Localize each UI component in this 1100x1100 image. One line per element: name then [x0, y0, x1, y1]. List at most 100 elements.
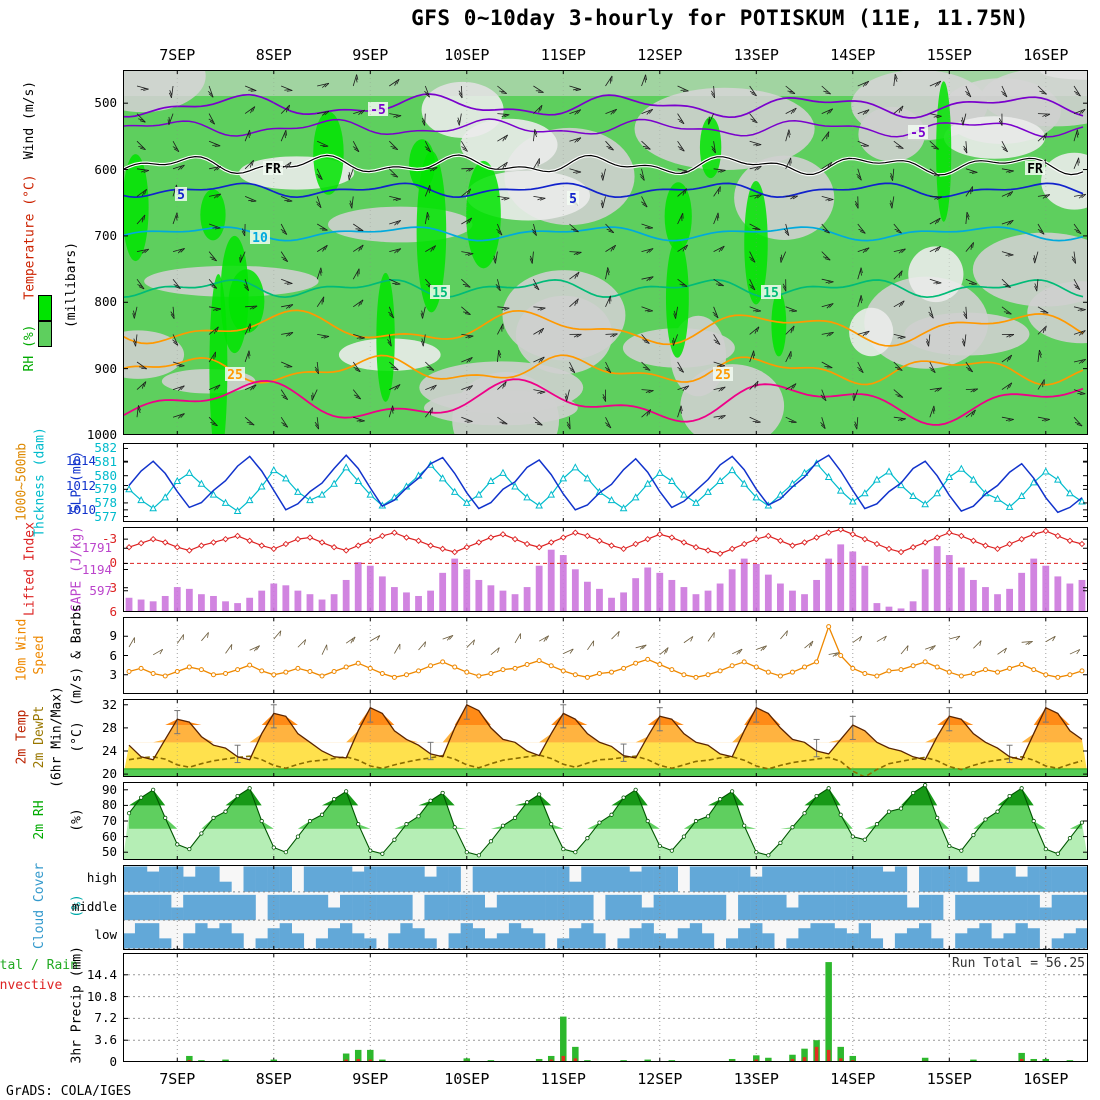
axis-tick-label: 578: [94, 494, 117, 510]
thickness-label-1: 1000~500mb: [14, 442, 30, 522]
li-cape-panel: [123, 527, 1088, 612]
axis-tick-label: 6: [109, 647, 117, 663]
date-label: 16SEP: [1023, 1070, 1069, 1088]
date-label: 9SEP: [352, 1070, 389, 1088]
grads-credit: GrADS: COLA/IGES: [6, 1084, 132, 1099]
svg-text:-5: -5: [910, 126, 926, 141]
svg-text:-5: -5: [370, 103, 386, 118]
axis-tick-label: 32: [101, 696, 117, 712]
rh-colorbar-swatch-mid: [38, 321, 52, 347]
axis-tick-label: 1012: [65, 477, 96, 493]
rh2m-label: 2m RH: [32, 800, 47, 840]
svg-text:15: 15: [763, 286, 779, 301]
date-label: 9SEP: [352, 46, 389, 64]
svg-text:5: 5: [569, 192, 577, 207]
lifted-index-label: Lifted Index: [22, 522, 38, 616]
svg-text:15: 15: [432, 286, 448, 301]
temp2m-label: 2m Temp: [14, 709, 30, 765]
axis-tick-label: 1194: [81, 561, 112, 577]
axis-tick-label: 900: [94, 360, 117, 376]
axis-tick-label: 1791: [81, 540, 112, 556]
upper-air-panel: -5 -5 FR FR 5 5 10 15 15 25 25: [123, 70, 1088, 435]
axis-tick-label: 50: [101, 844, 117, 860]
slp-thickness-panel: [123, 443, 1088, 522]
svg-text:FR: FR: [1027, 162, 1043, 177]
cloud-cover-label: Cloud Cover: [32, 862, 47, 950]
axis-tick-label: 60: [101, 828, 117, 844]
dewpt2m-label: 2m DewPt: [32, 705, 47, 769]
axis-tick-label: 80: [101, 797, 117, 813]
precip-total-rain-label: Total / Rain: [0, 958, 78, 973]
axis-tick-label: 28: [101, 719, 117, 735]
axis-tick-label: 581: [94, 454, 117, 470]
axis-tick-label: 6: [109, 604, 117, 619]
axis-tick-label: 9: [109, 628, 117, 644]
cloud-row-label: middle: [71, 898, 117, 914]
date-label: 12SEP: [637, 46, 683, 64]
axis-tick-label: 597: [89, 582, 112, 598]
date-label: 16SEP: [1023, 46, 1069, 64]
axis-tick-label: -3: [101, 531, 117, 547]
axis-tick-label: 24: [101, 743, 117, 758]
axis-tick-label: 500: [94, 95, 117, 111]
date-label: 15SEP: [926, 46, 972, 64]
axis-tick-label: 700: [94, 227, 117, 243]
axis-tick-label: 580: [94, 467, 117, 483]
temp-dewpoint-panel: [123, 699, 1088, 777]
axis-tick-label: 7.2: [94, 1010, 117, 1026]
axis-tick-label: 582: [94, 440, 117, 456]
axis-tick-label: 3: [109, 579, 117, 595]
svg-text:25: 25: [715, 368, 731, 383]
axis-tick-label: 579: [94, 481, 117, 497]
svg-text:10: 10: [252, 231, 268, 246]
date-label: 13SEP: [733, 46, 779, 64]
chart-title: GFS 0~10day 3-hourly for POTISKUM (11E, …: [411, 6, 1029, 30]
axis-tick-label: 1014: [65, 453, 96, 469]
svg-text:FR: FR: [265, 162, 281, 177]
precip-panel: [123, 953, 1088, 1062]
axis-tick-label: 70: [101, 813, 117, 828]
precip-convective-label: Convective: [0, 978, 63, 993]
svg-text:25: 25: [227, 368, 243, 383]
date-label: 11SEP: [540, 46, 586, 64]
date-label: 8SEP: [255, 46, 292, 64]
date-label: 10SEP: [444, 1070, 490, 1088]
cloud-row-label: high: [86, 870, 117, 886]
axis-tick-label: 577: [94, 508, 117, 524]
axis-tick-label: 14.4: [86, 966, 117, 982]
date-label: 10SEP: [444, 46, 490, 64]
date-label: 8SEP: [255, 1070, 292, 1088]
date-label: 12SEP: [637, 1070, 683, 1088]
axis-tick-label: 10.8: [86, 988, 117, 1004]
date-label: 14SEP: [830, 1070, 876, 1088]
wind10m-label-1: 10m Wind: [14, 618, 30, 682]
date-label: 13SEP: [733, 1070, 779, 1088]
rh-colorbar-swatch-high: [38, 295, 52, 321]
upper-air-mb-label: (millibars): [64, 241, 79, 329]
axis-tick-label: 20: [101, 766, 117, 782]
wind10m-panel: [123, 617, 1088, 694]
axis-tick-label: 1010: [65, 501, 96, 517]
axis-tick-label: 90: [101, 781, 117, 797]
cloud-row-label: low: [94, 926, 117, 942]
date-label: 7SEP: [159, 46, 196, 64]
axis-tick-label: 600: [94, 161, 117, 177]
axis-tick-label: 3.6: [94, 1032, 117, 1048]
date-label: 11SEP: [540, 1070, 586, 1088]
axis-tick-label: 800: [94, 294, 117, 310]
upper-air-rh-label: RH (%): [22, 324, 37, 372]
rh2m-panel: [123, 782, 1088, 860]
axis-tick-label: 0: [109, 1054, 117, 1069]
svg-text:5: 5: [177, 188, 185, 203]
wind10m-label-2: Speed: [32, 635, 47, 675]
date-label: 7SEP: [159, 1070, 196, 1088]
cloud-cover-panel: [123, 865, 1088, 950]
run-total-annotation: Run Total = 56.25: [951, 956, 1085, 971]
date-label: 14SEP: [830, 46, 876, 64]
axis-tick-label: 3: [109, 666, 117, 682]
axis-tick-label: 0: [109, 555, 117, 571]
date-label: 15SEP: [926, 1070, 972, 1088]
upper-air-temp-label: Temperature (°C): [22, 174, 38, 300]
axis-tick-label: 1000: [86, 427, 117, 442]
